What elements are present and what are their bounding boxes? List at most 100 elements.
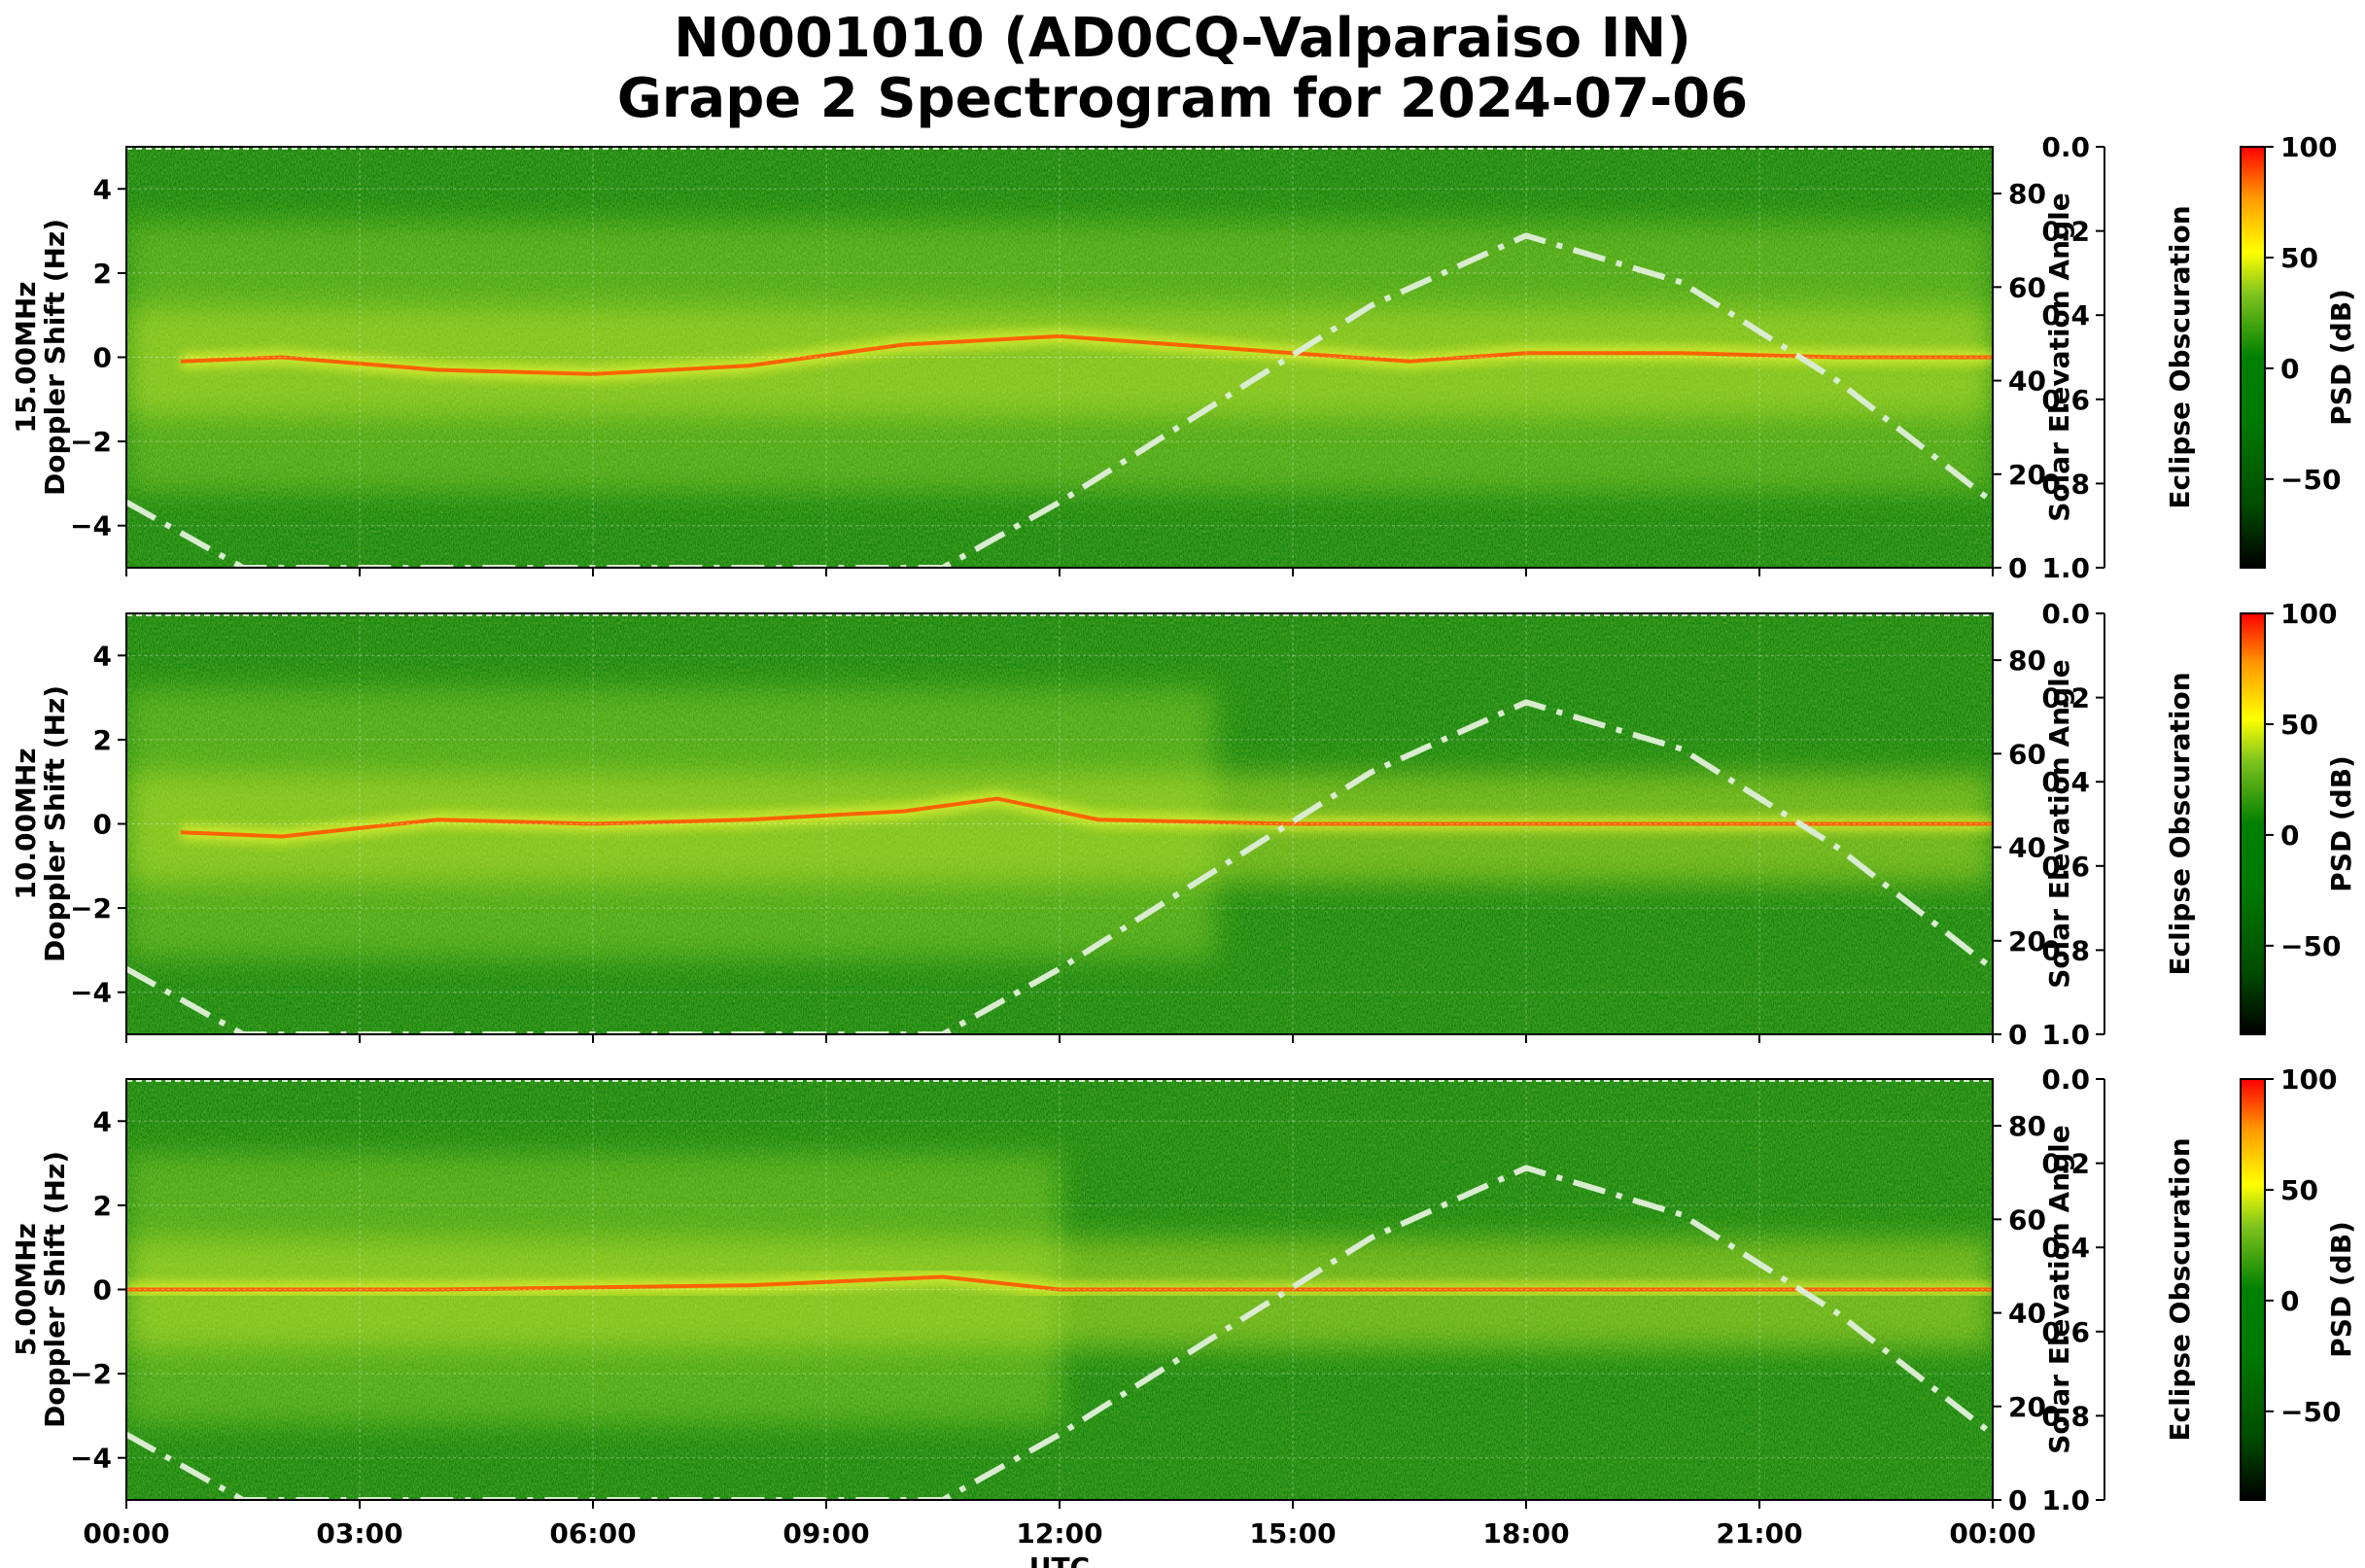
solar-tick-label: 60 — [2008, 271, 2046, 303]
frequency-label: 15.00MHz — [10, 281, 42, 433]
solar-tick-label: 0 — [2008, 1484, 2027, 1516]
colorbar-tick-label: 50 — [2280, 242, 2318, 274]
frequency-label: 5.00MHz — [10, 1223, 42, 1356]
x-tick-label: 21:00 — [1716, 1517, 1802, 1550]
spectrogram-plot-area — [126, 1079, 1993, 1500]
eclipse-tick-label: 0.4 — [2041, 1232, 2090, 1264]
solar-tick-label: 40 — [2008, 1298, 2046, 1330]
x-tick-label: 03:00 — [316, 1517, 402, 1550]
colorbar — [2240, 146, 2266, 569]
colorbar-tick-label: −50 — [2280, 930, 2341, 962]
y-tick-label: −4 — [70, 510, 112, 542]
colorbar — [2240, 612, 2266, 1035]
solar-tick-label: 60 — [2008, 1203, 2046, 1236]
solar-tick-label: 60 — [2008, 738, 2046, 770]
colorbar-tick-label: −50 — [2280, 1396, 2341, 1428]
chart-title-line-2: Grape 2 Spectrogram for 2024-07-06 — [616, 67, 1749, 130]
eclipse-tick-label: 1.0 — [2041, 1484, 2090, 1516]
eclipse-tick-label: 0.0 — [2041, 131, 2090, 163]
x-tick-label: 09:00 — [783, 1517, 869, 1550]
eclipse-tick-label: 0.0 — [2041, 1063, 2090, 1096]
solar-tick-label: 0 — [2008, 552, 2027, 584]
solar-tick-label: 40 — [2008, 832, 2046, 864]
x-tick-label: 00:00 — [83, 1517, 169, 1550]
y-tick-label: 4 — [93, 1105, 112, 1137]
eclipse-tick-label: 0.4 — [2041, 766, 2090, 798]
solar-elevation-curve — [126, 699, 1993, 1034]
y-tick-label: 2 — [93, 1190, 112, 1222]
eclipse-tick-label: 0.6 — [2041, 384, 2090, 416]
solar-elevation-curve — [126, 1165, 1993, 1500]
solar-axis-label: Solar Elevation Angle — [2043, 192, 2075, 521]
y-axis-label: Doppler Shift (Hz) — [39, 1151, 71, 1428]
eclipse-tick-label: 0.4 — [2041, 299, 2090, 331]
y-tick-label: −4 — [70, 1443, 112, 1475]
x-tick-label: 18:00 — [1482, 1517, 1569, 1550]
y-tick-label: −4 — [70, 977, 112, 1009]
colorbar-tick-label: 100 — [2280, 598, 2337, 630]
eclipse-tick-label: 0.8 — [2041, 1400, 2090, 1432]
eclipse-tick-label: 1.0 — [2041, 1019, 2090, 1051]
colorbar-tick-label: 50 — [2280, 709, 2318, 741]
frequency-label: 10.00MHz — [10, 748, 42, 899]
eclipse-tick-label: 0.2 — [2041, 682, 2090, 714]
spectrogram-plot-area — [126, 613, 1993, 1034]
y-tick-label: 4 — [93, 640, 112, 672]
solar-tick-label: 20 — [2008, 1391, 2046, 1423]
eclipse-tick-label: 0.8 — [2041, 468, 2090, 500]
y-axis-label: Doppler Shift (Hz) — [39, 219, 71, 496]
y-tick-label: 0 — [93, 1274, 112, 1307]
colorbar-tick-label: 0 — [2280, 819, 2299, 852]
eclipse-tick-label: 0.2 — [2041, 216, 2090, 248]
colorbar-tick-label: 100 — [2280, 1063, 2337, 1096]
solar-tick-label: 0 — [2008, 1019, 2027, 1051]
colorbar-tick-label: 100 — [2280, 131, 2337, 163]
solar-tick-label: 80 — [2008, 645, 2046, 677]
solar-tick-label: 80 — [2008, 1110, 2046, 1142]
colorbar-tick-label: 0 — [2280, 1285, 2299, 1317]
x-axis-label: UTC — [1029, 1551, 1090, 1568]
colorbar-tick-label: 50 — [2280, 1174, 2318, 1206]
carrier-trace — [180, 796, 1993, 839]
carrier-trace — [126, 1274, 1993, 1292]
eclipse-tick-label: 0.2 — [2041, 1148, 2090, 1180]
solar-tick-label: 20 — [2008, 459, 2046, 491]
solar-axis-label: Solar Elevation Angle — [2043, 1125, 2075, 1453]
x-tick-label: 15:00 — [1249, 1517, 1336, 1550]
colorbar-label: PSD (dB) — [2325, 755, 2357, 892]
colorbar-label: PSD (dB) — [2325, 289, 2357, 426]
eclipse-tick-label: 0.0 — [2041, 598, 2090, 630]
colorbar-label: PSD (dB) — [2325, 1221, 2357, 1358]
y-axis-label: Doppler Shift (Hz) — [39, 685, 71, 962]
eclipse-axis-label: Eclipse Obscuration — [2164, 672, 2196, 975]
colorbar-tick-label: 0 — [2280, 353, 2299, 385]
x-tick-label: 00:00 — [1949, 1517, 2035, 1550]
y-tick-label: −2 — [70, 1358, 112, 1390]
x-tick-label: 12:00 — [1016, 1517, 1102, 1550]
spectrogram-plot-area — [126, 147, 1993, 568]
y-tick-label: 2 — [93, 724, 112, 756]
solar-tick-label: 80 — [2008, 178, 2046, 210]
eclipse-tick-label: 0.8 — [2041, 934, 2090, 966]
eclipse-tick-label: 0.6 — [2041, 1316, 2090, 1348]
colorbar — [2240, 1078, 2266, 1501]
x-tick-label: 06:00 — [549, 1517, 636, 1550]
chart-title-line-1: N0001010 (AD0CQ-Valparaiso IN) — [674, 7, 1691, 70]
solar-tick-label: 20 — [2008, 925, 2046, 958]
carrier-trace — [180, 333, 1993, 376]
solar-elevation-curve — [126, 232, 1993, 568]
y-tick-label: 2 — [93, 258, 112, 290]
eclipse-axis-label: Eclipse Obscuration — [2164, 205, 2196, 508]
solar-axis-label: Solar Elevation Angle — [2043, 659, 2075, 988]
eclipse-axis-label: Eclipse Obscuration — [2164, 1137, 2196, 1441]
y-tick-label: 0 — [93, 809, 112, 841]
y-tick-label: 0 — [93, 342, 112, 374]
y-tick-label: −2 — [70, 892, 112, 924]
eclipse-tick-label: 0.6 — [2041, 851, 2090, 883]
colorbar-tick-label: −50 — [2280, 464, 2341, 496]
eclipse-tick-label: 1.0 — [2041, 552, 2090, 584]
